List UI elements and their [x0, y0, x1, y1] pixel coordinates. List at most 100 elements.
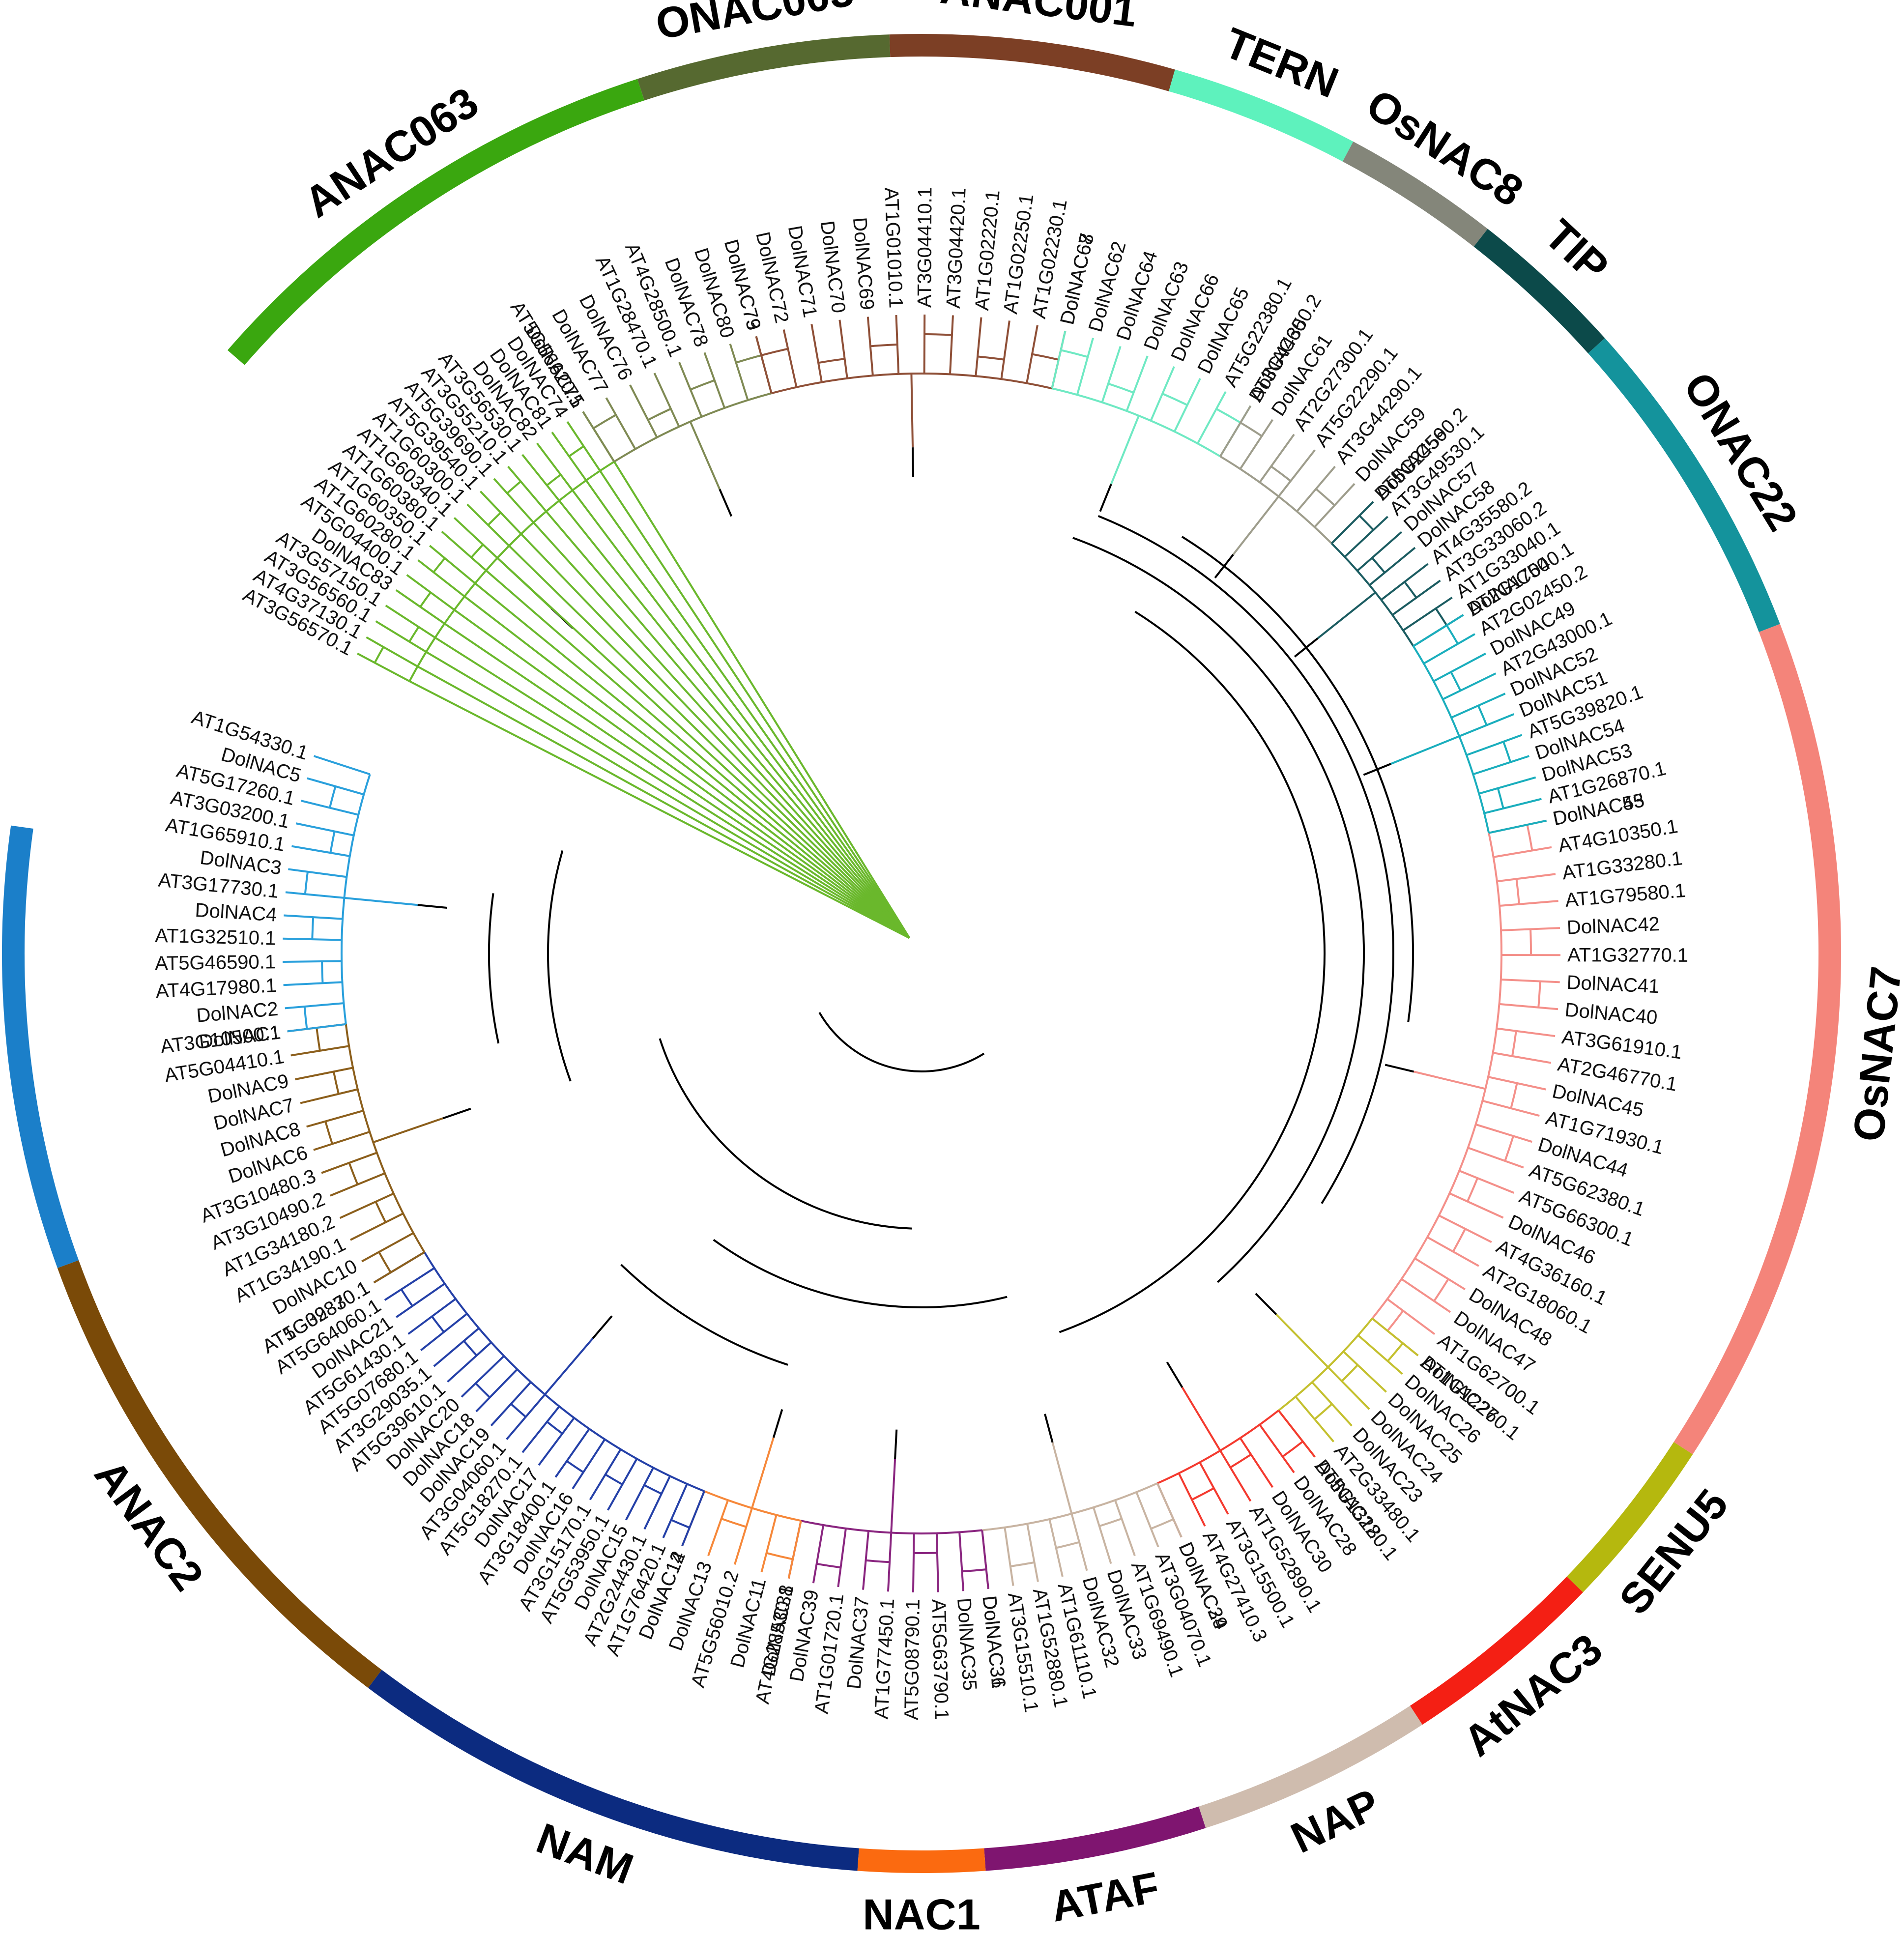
clade-color-ring [2, 34, 1841, 1874]
leaf-label: AT1G77450.1 [870, 1598, 898, 1720]
leaf-label: AT4G17980.1 [155, 975, 277, 1002]
leaf-branch [1438, 1214, 1492, 1243]
fan-branch [454, 609, 910, 939]
leaf-branch [521, 454, 560, 501]
fan-branch [426, 651, 910, 939]
leaf-label: AT3G04420.1 [943, 187, 970, 309]
clade-subbranch [1537, 981, 1541, 1008]
leaf-branch [703, 352, 726, 408]
clade-subbranch [316, 1027, 321, 1051]
leaf-branch [1381, 563, 1429, 601]
leaf-branch [707, 1500, 729, 1557]
backbone-link [772, 1409, 783, 1438]
clade-label: ONAC22 [1674, 364, 1807, 539]
clade-stem [1317, 591, 1376, 639]
leaf-branch [321, 1152, 377, 1174]
clade-ring-segment [857, 1848, 986, 1874]
leaf-branch [1482, 1099, 1540, 1117]
leaf-branch [1125, 355, 1149, 411]
leaf-branch [453, 517, 498, 559]
clade-stem [1181, 1386, 1221, 1451]
clade-subbranch [1240, 422, 1263, 437]
leaf-branch [729, 344, 749, 401]
leaf-branch [1496, 1027, 1556, 1038]
leaf-branch [895, 315, 900, 375]
backbone-arc [1181, 536, 1414, 1022]
clade-subbranch [670, 1519, 690, 1529]
clade-subbranch [643, 1484, 662, 1495]
leaf-label: AT1G79580.1 [1564, 880, 1687, 911]
clade-subbranch [1502, 741, 1512, 763]
clade-label: NAC1 [863, 1890, 981, 1934]
leaf-branch [1295, 1396, 1335, 1443]
leaf-branch [787, 1520, 802, 1579]
leaf-branch [1156, 1483, 1183, 1538]
clade-subbranch [1445, 625, 1459, 644]
leaf-branch [1356, 531, 1403, 572]
leaf-branch [812, 1525, 825, 1584]
leaf-label: AT3G04410.1 [914, 187, 936, 308]
leaf-branch [1497, 873, 1556, 883]
clade-ring-segment [984, 1806, 1206, 1871]
clade-ring-segment [1673, 624, 1841, 1455]
leaf-branch [1259, 1424, 1295, 1473]
leaf-branch [1173, 378, 1201, 433]
fan-branch [444, 623, 910, 939]
fan-branch [545, 511, 910, 939]
clade-subbranch [329, 786, 337, 808]
clade-subbranch [690, 379, 715, 391]
clade-subbranch [566, 1460, 584, 1473]
backbone-link [1166, 1361, 1183, 1388]
clade-subbranch [1497, 788, 1504, 809]
clade-subbranch [1270, 465, 1292, 482]
backbone-arc [1072, 537, 1365, 1283]
clade-subbranch [924, 333, 952, 336]
leaf-branch [958, 1532, 965, 1591]
clade-subbranch [1511, 1031, 1517, 1057]
leaf-branch [1413, 614, 1464, 647]
clade-subbranch [348, 1162, 359, 1185]
leaf-branch [1114, 1500, 1136, 1557]
tree-leaf-labels: DolNAC43AT4G10350.1AT1G33280.1AT1G79580.… [155, 187, 1688, 1720]
clade-subbranch [1387, 1342, 1404, 1362]
leaf-branch [760, 1514, 778, 1573]
clade-subbranch [311, 917, 315, 940]
clade-subbranch [431, 1316, 445, 1333]
leaf-branch [283, 960, 342, 963]
leaf-label: DolNAC2 [196, 998, 279, 1027]
clade-subbranch [593, 414, 617, 430]
leaf-branch [1493, 846, 1552, 858]
leaf-label: DolNAC70 [816, 220, 850, 315]
fan-branch [474, 582, 910, 939]
backbone-arc [620, 1264, 788, 1366]
clade-subbranch [1504, 1135, 1514, 1161]
leaf-branch [306, 1109, 364, 1128]
leaf-branch [625, 1467, 654, 1521]
leaf-branch [1051, 330, 1067, 389]
fan-branch [613, 461, 911, 939]
clade-subbranch [1151, 1518, 1174, 1530]
clade-subbranch [1056, 1541, 1080, 1549]
leaf-branch [1311, 1381, 1353, 1427]
leaf-branch [285, 1002, 344, 1010]
clade-subbranch [1477, 705, 1488, 726]
fan-branch [585, 480, 911, 939]
fan-branch [520, 533, 910, 939]
clade-subbranch [303, 1006, 308, 1029]
leaf-branch [1259, 433, 1295, 483]
leaf-branch [433, 1327, 480, 1367]
clade-subbranch [605, 1473, 623, 1486]
clade-stem [689, 421, 721, 490]
fan-branch [496, 557, 910, 939]
leaf-branch [1026, 325, 1039, 383]
leaf-branch [975, 317, 982, 376]
leaf-branch [949, 315, 954, 375]
leaf-branch [466, 503, 510, 547]
leaf-label: AT1G01010.1 [880, 187, 907, 309]
leaf-branch [375, 620, 427, 653]
backbone-arc [488, 893, 500, 1044]
leaf-branch [313, 1130, 370, 1151]
clade-ring-segment [1169, 69, 1354, 162]
leaf-branch [1026, 1523, 1039, 1582]
clade-subbranch [304, 871, 309, 895]
